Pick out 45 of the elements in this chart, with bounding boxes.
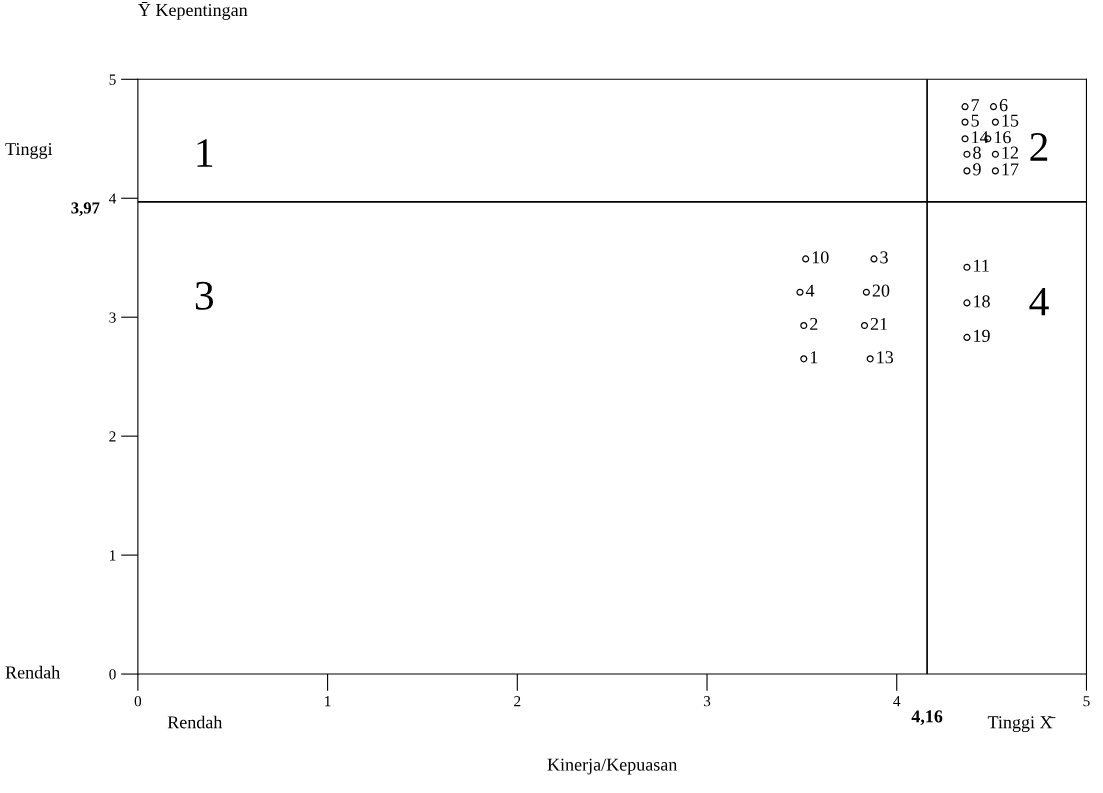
annotation: 5: [971, 114, 979, 127]
x-tick-label: 5: [1083, 696, 1090, 707]
annotation: 18: [974, 295, 990, 308]
text: Tinggi X̄: [987, 716, 1056, 733]
y-tick-label: 4: [109, 193, 117, 204]
text: Rendah: [5, 665, 60, 679]
annotation: 15: [1002, 114, 1019, 127]
x-tick-label: 2: [514, 696, 521, 707]
x-tick-label: 3: [703, 696, 711, 707]
ref-line-label: 4,16: [911, 710, 943, 726]
annotation: 2: [1030, 133, 1048, 161]
x-tick-label: 4: [893, 696, 901, 707]
annotation: 16: [994, 131, 1011, 144]
annotation: 7: [971, 99, 980, 111]
annotation: 19: [974, 329, 990, 342]
annotation: 1: [197, 139, 213, 167]
annotation: 4: [1029, 287, 1049, 316]
annotation: 9: [973, 163, 981, 176]
annotation: 4: [805, 284, 815, 297]
y-tick-label: 2: [109, 431, 116, 442]
text: Rendah: [167, 715, 223, 729]
annotation: 21: [870, 317, 888, 330]
annotation: 3: [195, 281, 214, 310]
annotation: 11: [974, 259, 989, 272]
ref-line-label: 3,97: [71, 202, 100, 216]
annotation: 12: [1002, 146, 1019, 159]
annotation: 14: [972, 131, 989, 144]
annotation: 13: [877, 351, 894, 364]
x-tick-label: 1: [325, 696, 331, 707]
annotation: 2: [810, 317, 818, 330]
annotation: 3: [880, 251, 888, 264]
y-tick-label: 1: [110, 550, 116, 561]
text: Tinggi: [5, 143, 53, 159]
x-axis-title: Kinerja/Kepuasan: [547, 758, 678, 775]
annotation: 8: [973, 146, 981, 159]
y-tick-label: 0: [109, 669, 116, 680]
annotation: 20: [872, 284, 890, 297]
annotation: 1: [810, 351, 818, 364]
y-axis-title: Ȳ Kepentingan: [138, 2, 248, 20]
annotation: 10: [812, 251, 829, 264]
y-tick-label: 3: [109, 312, 116, 323]
y-tick-label: 5: [109, 74, 116, 85]
annotation: 17: [1002, 163, 1019, 176]
x-tick-label: 0: [134, 696, 142, 707]
annotation: 6: [999, 99, 1008, 112]
